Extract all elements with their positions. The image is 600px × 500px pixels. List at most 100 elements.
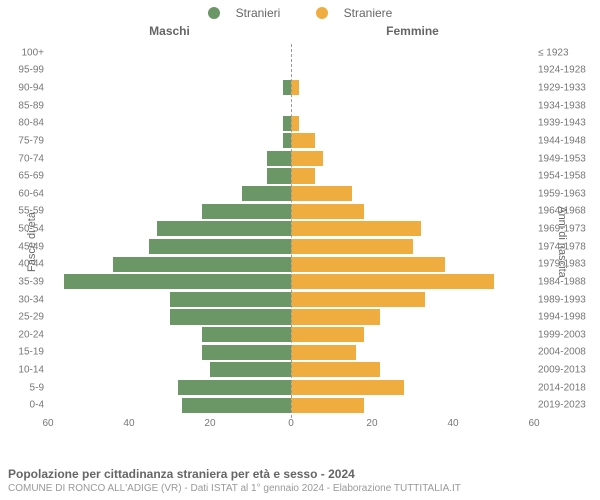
female-half xyxy=(291,361,534,379)
male-bar xyxy=(210,362,291,377)
birth-year-label: 2009-2013 xyxy=(534,365,586,376)
female-half xyxy=(291,344,534,362)
female-half xyxy=(291,379,534,397)
age-label: 5-9 xyxy=(30,382,48,393)
male-bar xyxy=(64,274,291,289)
birth-year-label: 2004-2008 xyxy=(534,347,586,358)
female-half xyxy=(291,44,534,62)
legend-item-female: Straniere xyxy=(308,6,401,20)
male-bar xyxy=(170,309,292,324)
birth-year-label: 1999-2003 xyxy=(534,329,586,340)
female-half xyxy=(291,238,534,256)
male-half xyxy=(48,361,291,379)
male-half xyxy=(48,185,291,203)
female-half xyxy=(291,115,534,133)
female-half xyxy=(291,397,534,415)
chart-area: Fasce di età Anni di nascita 100+≤ 19239… xyxy=(0,44,600,440)
age-label: 35-39 xyxy=(18,276,48,287)
male-bar xyxy=(113,257,291,272)
male-half xyxy=(48,150,291,168)
male-half xyxy=(48,238,291,256)
birth-year-label: 1979-1983 xyxy=(534,259,586,270)
age-label: 85-89 xyxy=(18,100,48,111)
x-tick: 20 xyxy=(204,418,215,429)
male-half xyxy=(48,291,291,309)
birth-year-label: ≤ 1923 xyxy=(534,47,569,58)
age-label: 25-29 xyxy=(18,312,48,323)
female-half xyxy=(291,291,534,309)
legend-item-male: Stranieri xyxy=(200,6,289,20)
female-bar xyxy=(291,257,445,272)
female-bar xyxy=(291,327,364,342)
female-bar xyxy=(291,309,380,324)
male-half xyxy=(48,115,291,133)
x-axis: 6040200204060 xyxy=(48,414,534,440)
female-bar xyxy=(291,151,323,166)
female-bar xyxy=(291,380,404,395)
male-bar xyxy=(283,116,291,131)
male-bar xyxy=(267,151,291,166)
birth-year-label: 1924-1928 xyxy=(534,65,586,76)
female-bar xyxy=(291,398,364,413)
female-half xyxy=(291,132,534,150)
male-half xyxy=(48,62,291,80)
age-label: 15-19 xyxy=(18,347,48,358)
x-tick: 0 xyxy=(288,418,294,429)
birth-year-label: 1939-1943 xyxy=(534,118,586,129)
x-tick: 20 xyxy=(366,418,377,429)
header-female: Femmine xyxy=(291,24,600,44)
female-half xyxy=(291,256,534,274)
birth-year-label: 2019-2023 xyxy=(534,400,586,411)
birth-year-label: 1949-1953 xyxy=(534,153,586,164)
x-tick: 40 xyxy=(447,418,458,429)
male-half xyxy=(48,256,291,274)
female-half xyxy=(291,150,534,168)
male-bar xyxy=(283,133,291,148)
age-label: 75-79 xyxy=(18,135,48,146)
male-bar xyxy=(202,327,291,342)
female-half xyxy=(291,203,534,221)
age-label: 55-59 xyxy=(18,206,48,217)
age-label: 45-49 xyxy=(18,241,48,252)
male-half xyxy=(48,220,291,238)
male-bar xyxy=(267,168,291,183)
female-bar xyxy=(291,80,299,95)
female-half xyxy=(291,308,534,326)
birth-year-label: 1954-1958 xyxy=(534,171,586,182)
header-male: Maschi xyxy=(0,24,291,44)
legend-male-label: Stranieri xyxy=(236,6,281,20)
birth-year-label: 1969-1973 xyxy=(534,224,586,235)
birth-year-label: 1929-1933 xyxy=(534,83,586,94)
male-half xyxy=(48,44,291,62)
female-bar xyxy=(291,133,315,148)
female-half xyxy=(291,185,534,203)
legend-female-label: Straniere xyxy=(344,6,393,20)
male-bar xyxy=(202,204,291,219)
age-label: 80-84 xyxy=(18,118,48,129)
birth-year-label: 1984-1988 xyxy=(534,276,586,287)
female-half xyxy=(291,220,534,238)
female-half xyxy=(291,62,534,80)
age-label: 95-99 xyxy=(18,65,48,76)
male-swatch xyxy=(208,7,220,19)
age-label: 60-64 xyxy=(18,188,48,199)
age-label: 10-14 xyxy=(18,365,48,376)
caption-source: COMUNE DI RONCO ALL'ADIGE (VR) - Dati IS… xyxy=(8,483,592,494)
female-bar xyxy=(291,116,299,131)
male-bar xyxy=(202,345,291,360)
male-half xyxy=(48,167,291,185)
male-half xyxy=(48,308,291,326)
birth-year-label: 2014-2018 xyxy=(534,382,586,393)
male-bar xyxy=(170,292,292,307)
female-bar xyxy=(291,345,356,360)
caption: Popolazione per cittadinanza straniera p… xyxy=(8,467,592,494)
female-bar xyxy=(291,204,364,219)
female-bar xyxy=(291,186,352,201)
male-half xyxy=(48,379,291,397)
x-tick: 60 xyxy=(42,418,53,429)
x-tick: 40 xyxy=(123,418,134,429)
center-axis-line xyxy=(291,44,292,418)
male-half xyxy=(48,273,291,291)
male-half xyxy=(48,326,291,344)
male-half xyxy=(48,97,291,115)
